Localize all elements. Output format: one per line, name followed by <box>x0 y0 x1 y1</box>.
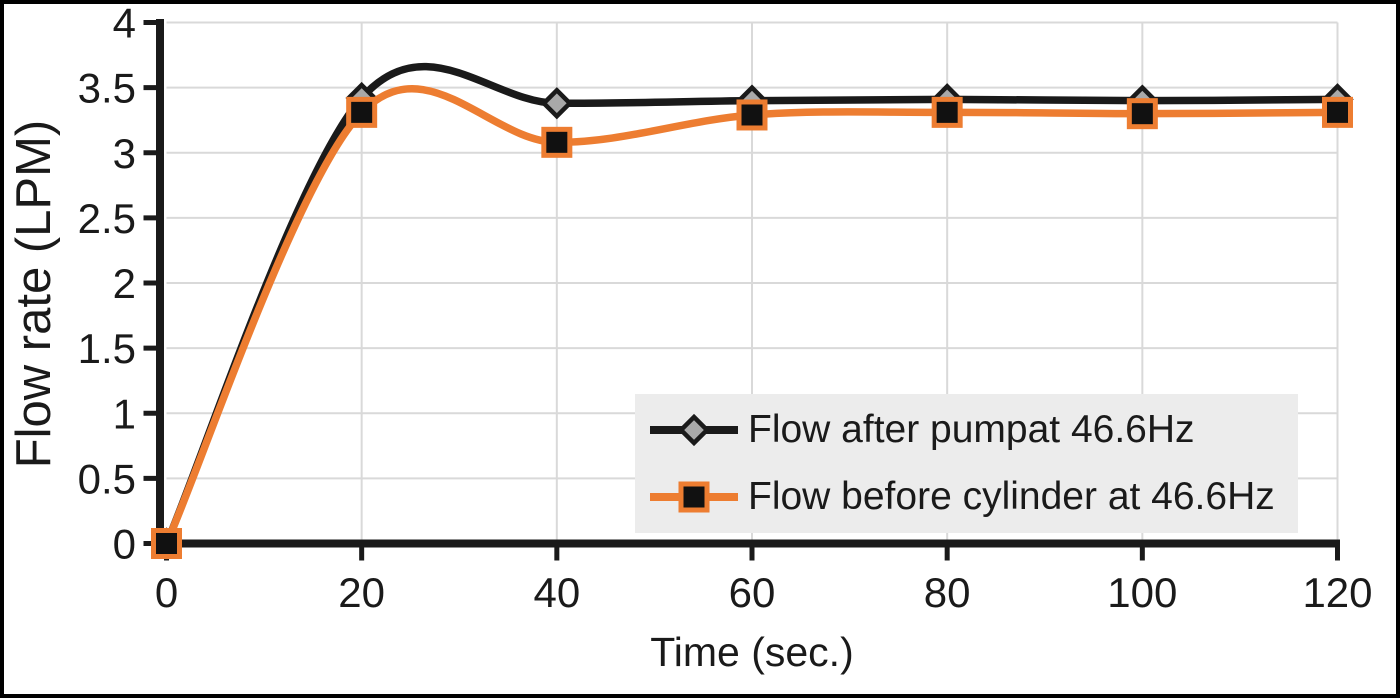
y-tick-label: 3 <box>113 130 136 177</box>
x-tick-label: 20 <box>338 569 385 616</box>
x-tick-label: 60 <box>729 569 776 616</box>
x-tick-label: 40 <box>533 569 580 616</box>
legend-diamond-marker-icon <box>650 413 738 446</box>
x-tick-label: 100 <box>1107 569 1177 616</box>
y-tick-label: 0 <box>113 521 136 568</box>
legend-label: Flow after pumpat 46.6Hz <box>748 407 1195 451</box>
y-tick-label: 3.5 <box>78 65 136 112</box>
legend: Flow after pumpat 46.6Hz Flow before cyl… <box>635 394 1298 533</box>
series-1-marker <box>1126 98 1158 130</box>
legend-square-marker-icon <box>650 481 738 513</box>
x-tick-label: 80 <box>924 569 971 616</box>
y-tick-label: 2.5 <box>78 195 136 242</box>
x-axis-title: Time (sec.) <box>650 629 854 675</box>
series-1-marker <box>931 96 963 128</box>
series-0-marker <box>540 87 574 120</box>
y-tick-label: 1.5 <box>78 325 136 372</box>
y-tick-label: 4 <box>113 0 136 47</box>
legend-marker-sample <box>678 481 710 513</box>
y-axis-title: Flow rate (LPM) <box>7 119 61 469</box>
legend-item: Flow before cylinder at 46.6Hz <box>635 475 1298 519</box>
legend-label: Flow before cylinder at 46.6Hz <box>748 475 1275 519</box>
y-tick-label: 0.5 <box>78 455 136 502</box>
series-1-marker <box>346 96 378 128</box>
x-tick-label: 120 <box>1302 569 1372 616</box>
legend-item: Flow after pumpat 46.6Hz <box>635 408 1298 452</box>
series-1-marker <box>151 528 182 559</box>
series-1-marker <box>1322 96 1353 128</box>
legend-marker-sample <box>677 413 711 446</box>
y-tick-label: 2 <box>113 260 136 307</box>
y-tick-label: 1 <box>113 390 136 437</box>
x-tick-label: 0 <box>155 569 178 616</box>
series-1-marker <box>541 126 573 158</box>
series-1-marker <box>736 99 768 131</box>
